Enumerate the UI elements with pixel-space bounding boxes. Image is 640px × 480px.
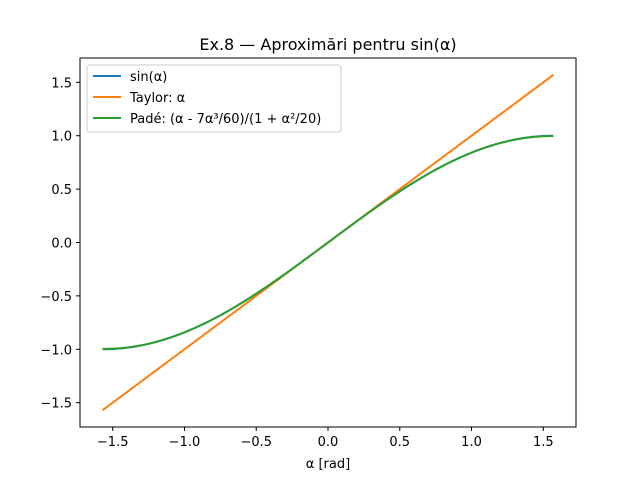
- y-tick-label: 0.5: [51, 183, 72, 198]
- x-tick-label: 0.5: [389, 435, 410, 450]
- plot-frame: [79, 57, 577, 428]
- series-line-pade: [102, 135, 554, 350]
- legend-label-pade: Padé: (α - 7α³/60)/(1 + α²/20): [130, 112, 321, 127]
- legend-label-sin: sin(α): [130, 70, 167, 85]
- series-layer: [101, 73, 555, 412]
- x-tick-label: −1.0: [169, 435, 201, 450]
- x-tick-label: 1.0: [461, 435, 482, 450]
- y-tick-label: −0.5: [40, 290, 72, 305]
- legend-box: [86, 64, 342, 133]
- y-tick-label: 1.5: [51, 76, 72, 91]
- x-tick-label: −0.5: [240, 435, 272, 450]
- ticks-layer: −1.5 −1.0 −0.5 0.0 0.5 1.0 1.5 −1.5 −1.0 −0.5 0.0 0…: [40, 76, 553, 450]
- y-tick-label: 0.0: [51, 237, 72, 252]
- x-tick-label: 0.0: [318, 435, 339, 450]
- x-tick-label: 1.5: [533, 435, 554, 450]
- x-axis-title: α [rad]: [306, 457, 350, 472]
- y-tick-label: 1.0: [51, 130, 72, 145]
- legend-label-taylor: Taylor: α: [129, 91, 185, 106]
- x-tick-label: −1.5: [97, 435, 129, 450]
- y-tick-label: −1.0: [40, 343, 72, 358]
- y-tick-label: −1.5: [40, 397, 72, 412]
- legend: sin(α) Taylor: α Padé: (α - 7α³/60)/(1 +…: [86, 64, 342, 133]
- chart-title: Ex.8 — Aproximări pentru sin(α): [199, 35, 456, 54]
